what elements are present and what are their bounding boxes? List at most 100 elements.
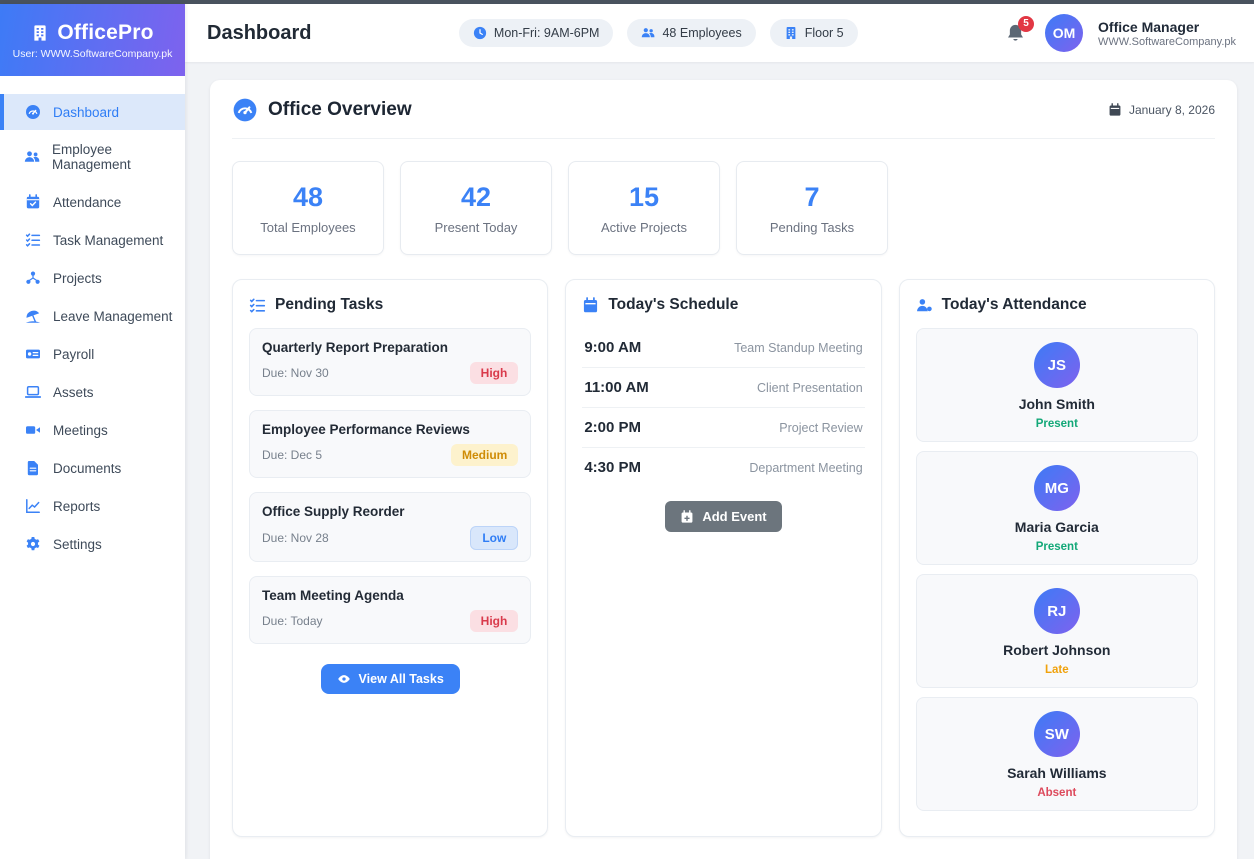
tasks-icon — [24, 232, 41, 248]
attendance-card-robert-johnson: RJ Robert Johnson Late — [915, 574, 1198, 688]
attendance-status-badge: Late — [1044, 664, 1069, 676]
sidebar-item-label: Attendance — [53, 194, 122, 210]
attendance-list: JS John Smith Present MG Maria Garcia Present… — [915, 328, 1198, 811]
sidebar-item-settings[interactable]: Settings — [0, 526, 185, 562]
profile-org: WWW.SoftwareCompany.pk — [1098, 36, 1236, 49]
stat-label: Present Today — [434, 219, 518, 235]
chart-line-icon — [24, 498, 41, 514]
topbar: Dashboard Mon-Fri: 9AM-6PM 48 Employees Fl… — [185, 4, 1254, 62]
sidebar-item-meetings[interactable]: Meetings — [0, 412, 185, 448]
avatar: MG — [1033, 465, 1080, 511]
sidebar: OfficePro User: WWW.SoftwareCompany.pk D… — [0, 4, 185, 859]
task-due-date: Due: Dec 5 — [262, 448, 323, 462]
event-time: 4:30 PM — [584, 459, 642, 476]
avatar: SW — [1033, 711, 1080, 757]
office-overview-card: Office Overview January 8, 2026 48 Total … — [210, 80, 1237, 859]
top-strip — [0, 0, 1254, 4]
schedule-panel: Today's Schedule 9:00 AM Team Standup Mee… — [565, 279, 882, 837]
task-name: Office Supply Reorder — [262, 504, 405, 519]
profile-name: Office Manager — [1098, 18, 1200, 35]
overview-title: Office Overview — [268, 99, 412, 120]
calendar-icon — [582, 296, 599, 314]
sidebar-item-employee-management[interactable]: Employee Management — [0, 132, 185, 182]
avatar[interactable]: OM — [1045, 14, 1084, 52]
notifications-button[interactable]: 5 — [1005, 15, 1035, 44]
sidebar-item-label: Employee Management — [52, 142, 131, 172]
task-item: Office Supply Reorder Due: Nov 28 Low — [249, 492, 532, 562]
attendance-title: Today's Attendance — [941, 296, 1087, 313]
task-name: Quarterly Report Preparation — [262, 340, 449, 355]
brand-block: OfficePro User: WWW.SoftwareCompany.pk — [0, 4, 185, 76]
brand-name: OfficePro — [57, 20, 154, 44]
calendar-icon — [1108, 103, 1122, 117]
users-icon — [641, 26, 655, 40]
priority-badge: Medium — [450, 444, 519, 466]
stat-label: Pending Tasks — [769, 219, 855, 235]
building-icon — [31, 24, 49, 42]
sidebar-item-projects[interactable]: Projects — [0, 260, 185, 296]
event-name: Team Standup Meeting — [734, 340, 863, 355]
task-due-date: Due: Nov 28 — [262, 531, 329, 545]
task-meta-row: Due: Nov 28 Low — [262, 526, 519, 550]
attendance-card-sarah-williams: SW Sarah Williams Absent — [915, 697, 1198, 811]
view-all-tasks-button[interactable]: View All Tasks — [320, 664, 460, 694]
task-meta-row: Due: Nov 30 High — [262, 362, 519, 384]
main-content: Office Overview January 8, 2026 48 Total … — [185, 62, 1254, 859]
stat-label: Active Projects — [601, 219, 687, 235]
document-icon — [24, 460, 41, 476]
dashboard-icon — [232, 97, 258, 123]
attendance-panel: Today's Attendance JS John Smith Present MG… — [898, 279, 1215, 837]
stat-card-total-employees: 48 Total Employees — [232, 161, 384, 255]
event-name: Client Presentation — [757, 380, 863, 395]
stat-label: Total Employees — [260, 219, 356, 235]
task-meta-row: Due: Today High — [262, 610, 519, 632]
pill-label: Floor 5 — [804, 26, 844, 40]
event-name: Department Meeting — [749, 460, 863, 475]
sidebar-item-label: Projects — [53, 270, 102, 286]
pending-tasks-list: Quarterly Report Preparation Due: Nov 30 H… — [249, 328, 532, 644]
sidebar-item-label: Leave Management — [53, 308, 173, 324]
pending-tasks-panel: Pending Tasks Quarterly Report Preparati… — [232, 279, 549, 837]
sidebar-item-label: Documents — [53, 460, 122, 476]
header-pill-floor-5: Floor 5 — [769, 19, 858, 47]
attendance-status-badge: Present — [1035, 541, 1078, 553]
attendance-card-maria-garcia: MG Maria Garcia Present — [915, 451, 1198, 565]
attendance-status-badge: Present — [1035, 418, 1078, 430]
stats-row: 48 Total Employees 42 Present Today 15 Active… — [232, 161, 1215, 255]
header-pill-48-employees: 48 Employees — [627, 19, 756, 47]
page-title: Dashboard — [207, 21, 312, 44]
add-event-button[interactable]: Add Event — [665, 501, 782, 532]
calendar-check-icon — [24, 194, 41, 210]
brand-user-line: User: WWW.SoftwareCompany.pk — [12, 47, 173, 60]
sidebar-item-documents[interactable]: Documents — [0, 450, 185, 486]
sidebar-item-dashboard[interactable]: Dashboard — [0, 94, 185, 130]
clock-icon — [473, 26, 487, 40]
header-pill-mon-fri-9am-6pm: Mon-Fri: 9AM-6PM — [458, 19, 614, 47]
task-due-date: Due: Nov 30 — [262, 366, 329, 380]
sidebar-item-task-management[interactable]: Task Management — [0, 222, 185, 258]
schedule-title: Today's Schedule — [608, 296, 739, 313]
laptop-icon — [24, 384, 41, 400]
person-name: John Smith — [1018, 396, 1095, 412]
sidebar-item-reports[interactable]: Reports — [0, 488, 185, 524]
event-time: 2:00 PM — [584, 419, 642, 436]
current-date: January 8, 2026 — [1128, 103, 1215, 117]
user-check-icon — [916, 297, 933, 314]
priority-badge: High — [469, 362, 519, 384]
video-icon — [24, 422, 41, 438]
person-name: Sarah Williams — [1007, 765, 1107, 781]
task-due-date: Due: Today — [262, 614, 323, 628]
calendar-plus-icon — [680, 509, 694, 524]
sidebar-item-leave-management[interactable]: Leave Management — [0, 298, 185, 334]
sidebar-item-label: Reports — [53, 498, 101, 514]
notification-count-badge: 5 — [1018, 15, 1035, 32]
projects-icon — [24, 270, 41, 286]
stat-value: 7 — [804, 181, 820, 212]
umbrella-icon — [24, 308, 41, 324]
sidebar-item-attendance[interactable]: Attendance — [0, 184, 185, 220]
header-pill-row: Mon-Fri: 9AM-6PM 48 Employees Floor 5 — [311, 19, 1005, 47]
task-item: Employee Performance Reviews Due: Dec 5 Me… — [249, 410, 532, 478]
sidebar-item-assets[interactable]: Assets — [0, 374, 185, 410]
sidebar-item-payroll[interactable]: Payroll — [0, 336, 185, 372]
person-name: Robert Johnson — [1003, 642, 1111, 658]
